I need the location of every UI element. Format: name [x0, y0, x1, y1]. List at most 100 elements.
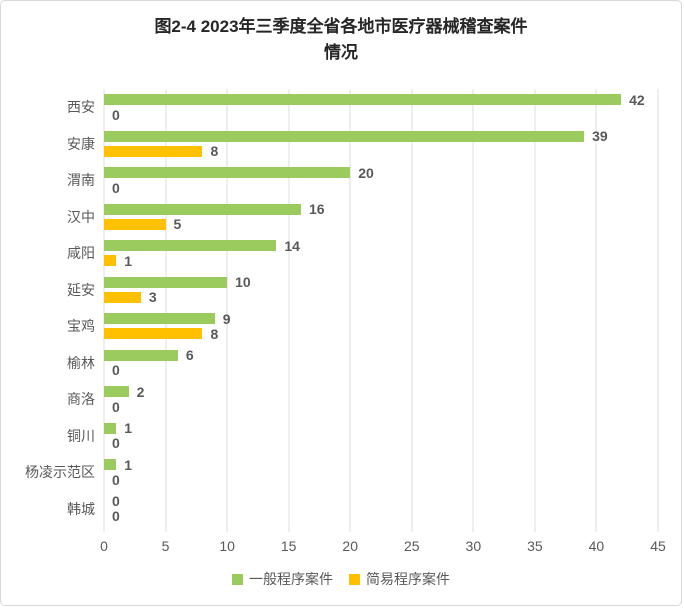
bar-line: 0 — [104, 179, 658, 196]
x-tick-label: 35 — [527, 538, 543, 554]
x-tick-label: 20 — [342, 538, 359, 554]
x-tick-label: 15 — [280, 538, 297, 554]
x-tick-label: 5 — [161, 538, 170, 554]
general-procedure-bar — [104, 276, 228, 288]
data-label: 1 — [124, 420, 133, 437]
bar-line: 0 — [104, 106, 658, 123]
category-label: 商洛 — [67, 391, 95, 408]
bar-row: 39 8 — [104, 126, 658, 163]
data-label: 0 — [112, 106, 120, 123]
bar-row: 16 5 — [104, 199, 658, 236]
general-procedure-bar — [104, 167, 351, 179]
general-procedure-bar — [104, 422, 117, 434]
chart-title-line2: 情况 — [324, 42, 358, 62]
bar-line: 1 — [104, 456, 658, 473]
category-label: 西安 — [67, 99, 95, 116]
category-label: 宝鸡 — [67, 318, 95, 335]
general-procedure-bar — [104, 386, 129, 398]
data-label: 0 — [112, 471, 120, 488]
category-label: 榆林 — [67, 354, 95, 371]
data-label: 5 — [173, 216, 182, 233]
legend-item-simple-procedure: 简易程序案件 — [349, 569, 450, 589]
general-procedure-bar — [104, 459, 117, 471]
data-label: 9 — [222, 310, 231, 327]
bar-line: 1 — [104, 420, 658, 437]
data-label: 0 — [112, 179, 120, 196]
category-label: 安康 — [67, 135, 95, 152]
bar-line: 0 — [104, 471, 658, 488]
legend: 一般程序案件 简易程序案件 — [1, 569, 681, 589]
bar-line: 39 — [104, 129, 658, 143]
category-label: 汉中 — [67, 208, 95, 225]
category-label: 铜川 — [67, 427, 95, 444]
data-label: 14 — [284, 237, 300, 254]
bar-line: 8 — [104, 325, 658, 342]
general-procedure-bar — [104, 130, 585, 142]
bar-line: 42 — [104, 91, 658, 108]
x-tick-label: 0 — [100, 538, 108, 554]
data-label: 8 — [210, 325, 219, 342]
category-label: 韩城 — [67, 500, 95, 517]
general-procedure-bar — [104, 94, 622, 106]
category-axis: 西安安康渭南汉中咸阳延安宝鸡榆林商洛铜川杨凌示范区韩城 — [1, 89, 104, 527]
simple-procedure-bar — [104, 328, 203, 340]
bar-line: 0 — [104, 398, 658, 415]
x-tick-label: 45 — [650, 538, 666, 554]
bar-line: 2 — [104, 383, 658, 400]
legend-item-general-procedure: 一般程序案件 — [232, 569, 333, 589]
x-tick-label: 30 — [465, 538, 482, 554]
bar-row: 42 0 — [104, 89, 658, 126]
simple-procedure-bar — [104, 218, 166, 230]
data-label: 6 — [185, 347, 194, 364]
data-label: 10 — [235, 274, 251, 291]
category-label: 延安 — [67, 281, 95, 298]
general-procedure-bar — [104, 203, 301, 215]
data-label: 42 — [629, 91, 645, 108]
chart-title: 图2-4 2023年三季度全省各地市医疗器械稽查案件 情况 — [21, 14, 661, 65]
data-label: 1 — [124, 456, 133, 473]
x-tick-label: 40 — [588, 538, 605, 554]
bar-line: 0 — [104, 508, 658, 525]
legend-label-simple-procedure: 简易程序案件 — [366, 571, 450, 587]
data-label: 20 — [358, 164, 374, 181]
bar-line: 1 — [104, 252, 658, 269]
general-procedure-bar — [104, 349, 178, 361]
legend-swatch-green-icon — [232, 573, 243, 585]
plot-area: 42 0 39 8 20 0 16 5 14 1 10 3 9 8 6 0 2 0 1 0 1 0 0 0 — [103, 89, 659, 532]
data-label: 0 — [112, 362, 120, 379]
data-label: 3 — [148, 289, 157, 306]
bar-line: 20 — [104, 164, 658, 181]
data-label: 1 — [124, 252, 133, 269]
bar-line: 0 — [104, 362, 658, 379]
bar-line: 16 — [104, 201, 658, 218]
data-label: 8 — [210, 143, 219, 160]
bar-line: 3 — [104, 289, 658, 306]
bar-row: 14 1 — [104, 235, 658, 272]
simple-procedure-bar — [104, 145, 203, 157]
legend-swatch-orange-icon — [349, 573, 360, 585]
category-label: 咸阳 — [67, 245, 95, 262]
category-label: 杨凌示范区 — [25, 464, 95, 481]
category-label: 渭南 — [67, 172, 95, 189]
bar-line: 9 — [104, 310, 658, 327]
chart-title-line1: 图2-4 2023年三季度全省各地市医疗器械稽查案件 — [154, 17, 528, 36]
bar-line: 8 — [104, 143, 658, 160]
data-label: 0 — [112, 435, 120, 452]
data-label: 2 — [136, 383, 145, 400]
legend-label-general-procedure: 一般程序案件 — [249, 571, 333, 587]
general-procedure-bar — [104, 240, 277, 252]
x-tick-label: 25 — [403, 538, 420, 554]
data-label: 16 — [308, 201, 325, 218]
bar-row: 20 0 — [104, 162, 658, 199]
simple-procedure-bar — [104, 291, 141, 303]
data-label: 0 — [112, 398, 120, 415]
bar-line: 10 — [104, 274, 658, 291]
data-label: 0 — [112, 508, 120, 525]
